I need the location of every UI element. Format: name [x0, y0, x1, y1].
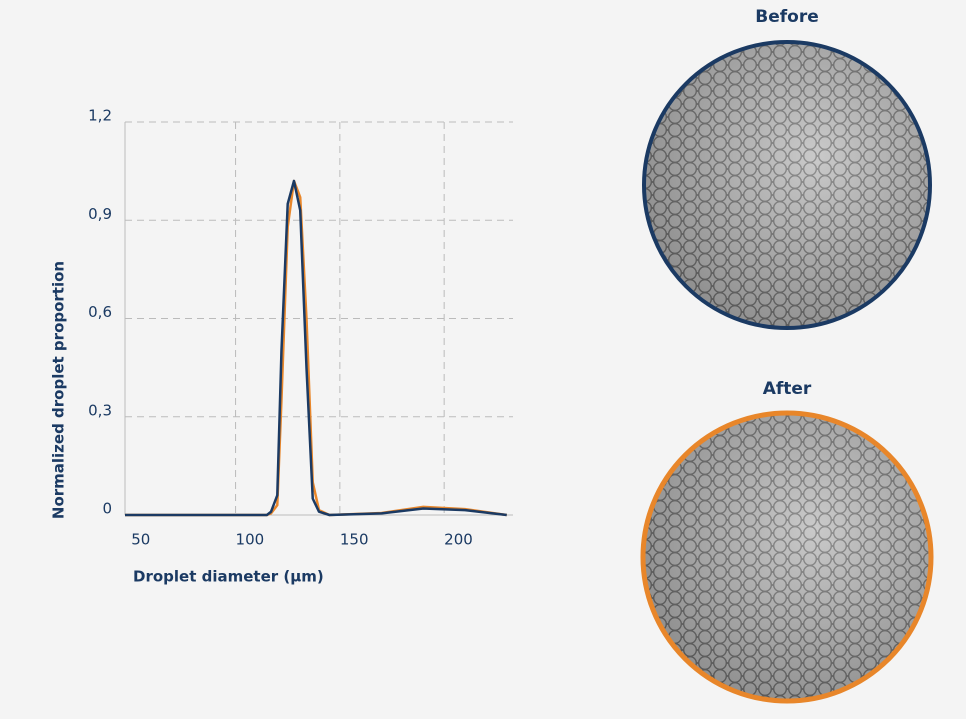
chart: 0 0,3 0,6 0,9 1,2 50 100 150 200: [88, 107, 513, 549]
x-tick-label: 50: [131, 531, 150, 549]
x-tick-label: 150: [340, 531, 369, 549]
after-image: [640, 410, 934, 704]
x-axis-label: Droplet diameter (µm): [133, 568, 324, 586]
series-line: [125, 179, 507, 517]
y-tick-label: 0,6: [88, 303, 112, 321]
image-title: Before: [755, 7, 818, 27]
image-title: After: [763, 379, 812, 399]
x-tick-label: 100: [236, 531, 265, 549]
y-axis-label: Normalized droplet proportion: [50, 261, 68, 519]
y-tick-label: 0,3: [88, 401, 112, 419]
before-image: [642, 40, 932, 330]
y-tick-label: 0: [102, 500, 112, 518]
y-tick-label: 0,9: [88, 205, 112, 223]
y-tick-label: 1,2: [88, 107, 112, 125]
x-tick-label: 200: [444, 531, 473, 549]
series-line: [125, 179, 507, 517]
